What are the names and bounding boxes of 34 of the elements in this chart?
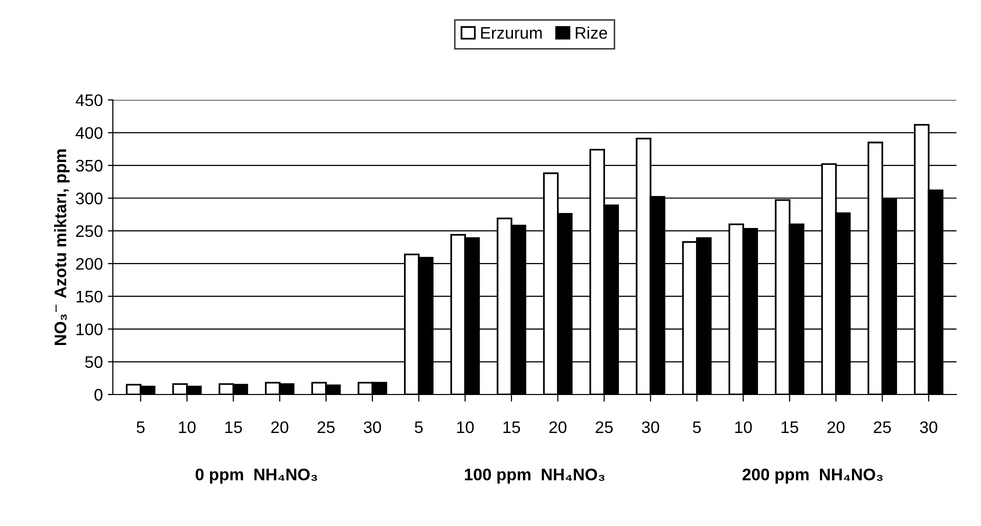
x-tick-label: 30 — [364, 421, 382, 434]
x-tick-label: 10 — [735, 421, 752, 434]
y-tick-label: 450 — [76, 94, 102, 106]
x-tick-label: 30 — [920, 421, 938, 434]
y-tick-label: 250 — [76, 225, 102, 238]
x-tick-label: 10 — [178, 421, 196, 434]
x-tick-label: 25 — [318, 421, 335, 434]
y-axis-title: NO₃$^{−}$ Azotu miktarı, ppm — [54, 149, 70, 346]
y-tick-label: 400 — [76, 127, 102, 139]
x-tick-label: 15 — [782, 422, 798, 434]
text: 100 ppm NH₄NO₃ — [464, 468, 604, 484]
y-tick-label: 150 — [76, 290, 102, 303]
y-tick-label: 300 — [76, 192, 102, 204]
x-tick-label: 10 — [457, 421, 474, 434]
y-tick-label: 100 — [76, 323, 102, 336]
y-tick-label: 200 — [76, 258, 102, 270]
y-tick-label: 350 — [76, 160, 102, 172]
x-tick-label: 5 — [692, 422, 701, 434]
legend-label: Erzurum — [481, 27, 542, 39]
x-tick-label: 15 — [225, 422, 242, 434]
x-tick-label: 30 — [642, 421, 660, 434]
y-tick-label: 0 — [94, 388, 102, 401]
legend-label: Rize — [576, 26, 608, 39]
y-tick-label: 50 — [85, 356, 102, 368]
x-tick-label: 5 — [136, 422, 145, 434]
x-tick-label: 5 — [414, 422, 423, 434]
x-tick-label: 20 — [549, 421, 566, 434]
text: 0 ppm NH₄NO₃ — [196, 468, 318, 484]
text: 200 ppm NH₄NO₃ — [742, 468, 883, 484]
x-tick-label: 20 — [828, 421, 845, 434]
x-tick-label: 25 — [596, 421, 613, 434]
x-tick-label: 20 — [271, 421, 288, 434]
x-tick-label: 25 — [874, 421, 891, 434]
x-tick-label: 15 — [503, 422, 520, 434]
